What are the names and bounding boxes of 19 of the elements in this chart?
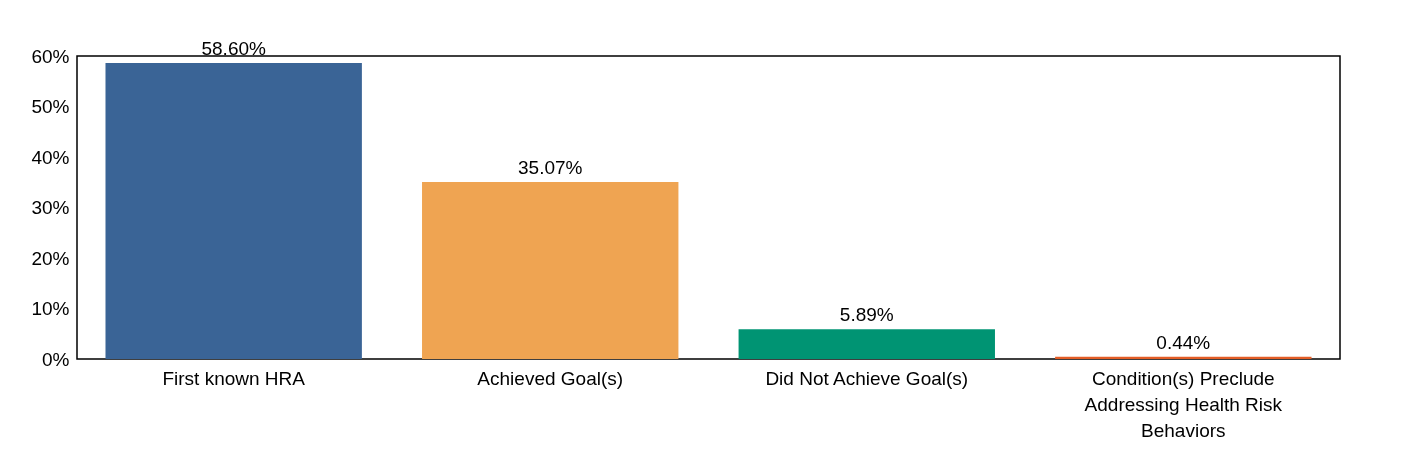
y-tick-label: 40% <box>31 146 70 168</box>
data-label: 58.60% <box>201 38 267 60</box>
y-tick-label: 30% <box>31 197 70 218</box>
y-tick-label: 50% <box>31 96 70 117</box>
x-tick-label: First known HRA <box>162 367 306 389</box>
x-tick-label: Condition(s) Preclude Addressing Health Risk Behaviors <box>1084 367 1283 441</box>
data-label: 5.89% <box>839 304 894 326</box>
x-tick-label: Achieved Goal(s) <box>477 367 624 389</box>
y-tick-label: 60% <box>31 45 70 67</box>
bar <box>738 329 995 359</box>
data-label: 0.44% <box>1156 331 1211 353</box>
bar <box>105 63 362 359</box>
bar <box>422 181 679 359</box>
y-tick-label: 20% <box>31 247 70 269</box>
bar <box>1055 356 1312 359</box>
data-label: 35.07% <box>518 156 583 178</box>
y-tick-label: 0% <box>42 348 70 370</box>
y-tick-label: 10% <box>31 298 70 319</box>
x-tick-label: Did Not Achieve Goal(s) <box>765 367 969 389</box>
